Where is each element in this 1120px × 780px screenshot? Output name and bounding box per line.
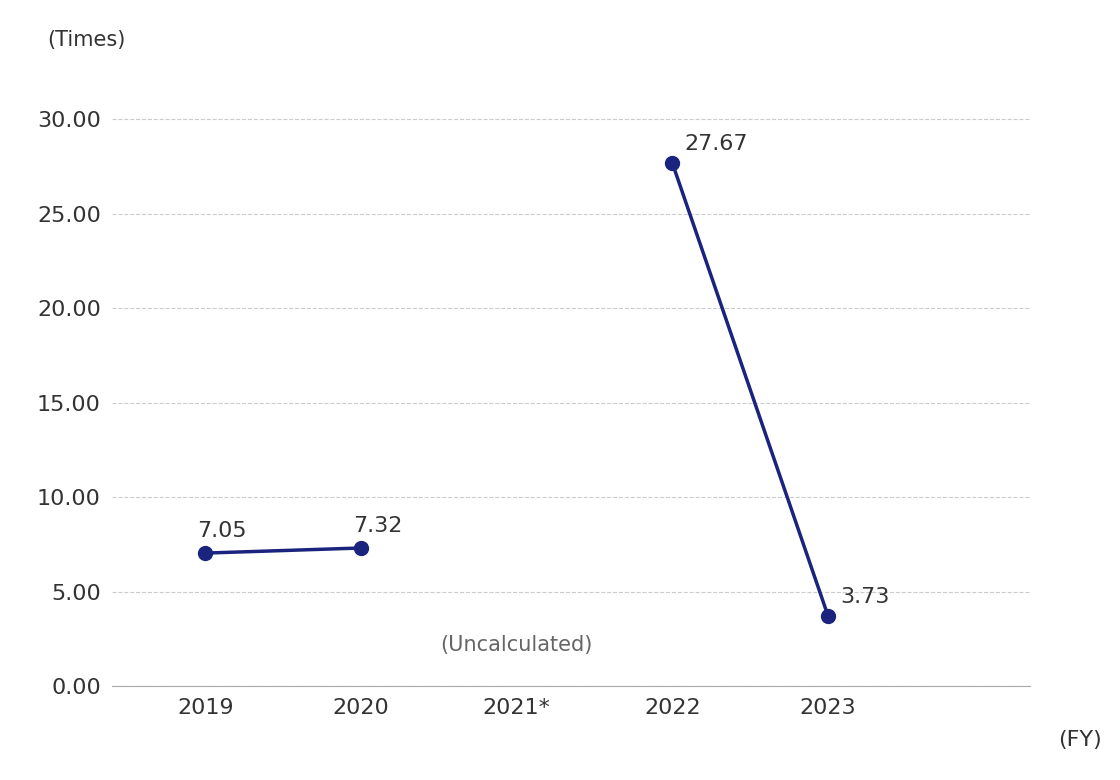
Text: 3.73: 3.73 — [840, 587, 890, 607]
Text: 7.32: 7.32 — [353, 516, 403, 536]
Text: 27.67: 27.67 — [684, 134, 748, 154]
Text: (Times): (Times) — [48, 30, 127, 50]
Text: 7.05: 7.05 — [197, 521, 248, 541]
Text: (Uncalculated): (Uncalculated) — [440, 635, 592, 654]
Text: (FY): (FY) — [1058, 730, 1102, 750]
